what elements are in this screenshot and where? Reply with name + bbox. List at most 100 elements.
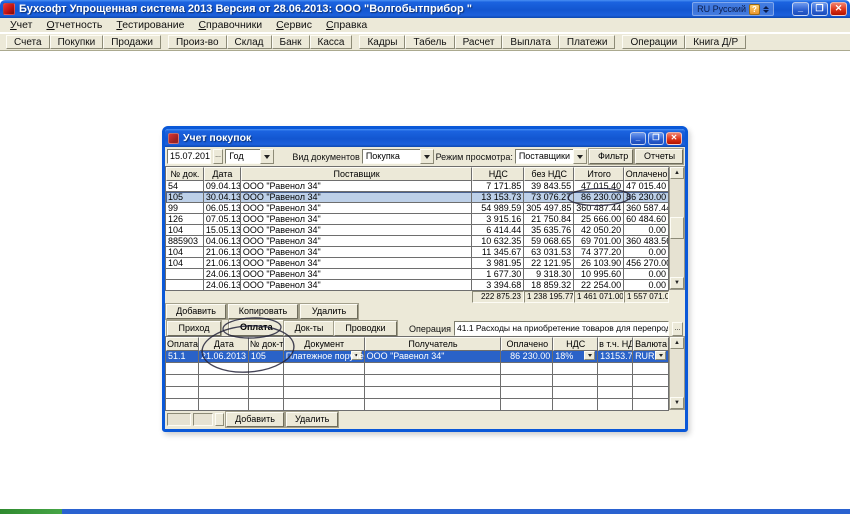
restore-button[interactable]: ❐ [811,2,828,16]
toolbar-kassa[interactable]: Касса [309,35,353,49]
doc-type-label: Вид документов [292,151,360,162]
language-indicator[interactable]: RU Русский [697,4,746,14]
tab-provodki[interactable]: Проводки [334,321,397,336]
scroll-down-icon[interactable]: ▼ [670,277,684,289]
col-pay-date[interactable]: Дата [198,337,249,351]
language-options-icon[interactable] [763,3,769,15]
col-pay-paid[interactable]: Оплачено [501,337,554,351]
toolbar-sklad[interactable]: Склад [226,35,272,49]
view-mode-combobox[interactable]: Поставщики [514,149,588,164]
table-row[interactable]: 24.06.13 ООО "Равенол 34" 3 394.68 18 85… [166,280,670,291]
table-row[interactable]: 885903 04.06.13 ООО "Равенол 34" 10 632.… [166,236,670,247]
col-net[interactable]: без НДС [524,167,575,181]
chevron-down-icon[interactable] [573,149,588,164]
table-row-selected[interactable]: 105 30.04.13 ООО "Равенол 34" 13 153.73 … [166,192,670,203]
payments-header-row: Оплата Дата № док-та Документ Получатель… [166,337,670,351]
toolbar-proizvo[interactable]: Произ-во [167,35,227,49]
child-maximize-button[interactable]: ❐ [648,131,664,145]
chevron-down-icon[interactable] [419,149,434,164]
col-currency[interactable]: Валюта [633,337,670,351]
toolbar-raschet[interactable]: Расчет [454,35,503,49]
date-input[interactable]: 15.07.2013 [167,149,211,164]
menu-servis[interactable]: Сервис [276,19,313,31]
reports-button[interactable]: Отчеты [635,149,684,164]
scroll-up-icon[interactable]: ▲ [670,337,684,349]
start-button[interactable] [0,509,62,514]
delete-button[interactable]: Удалить [300,304,358,319]
toolbar-operatsii[interactable]: Операции [622,35,686,49]
col-incl-vat[interactable]: в т.ч. НДС [598,337,634,351]
toolbar-vyplata[interactable]: Выплата [502,35,559,49]
toolbar-platezhi[interactable]: Платежи [558,35,616,49]
child-minimize-button[interactable]: _ [630,131,646,145]
spacer-button[interactable] [215,413,224,426]
chevron-down-icon[interactable] [584,351,596,360]
main-title: Бухсофт Упрощенная система 2013 Версия о… [19,3,472,15]
col-document[interactable]: Документ [283,337,365,351]
purchases-scrollbar[interactable]: ▲ ▼ [669,166,685,290]
table-row[interactable]: 99 06.05.13 ООО "Равенол 34" 54 989.59 3… [166,203,670,214]
minimize-button[interactable]: _ [792,2,809,16]
toolbar-pokupki[interactable]: Покупки [49,35,104,49]
menu-uchet[interactable]: Учет [10,19,33,31]
menu-spravochniki[interactable]: Справочники [198,19,263,31]
col-paid[interactable]: Оплачено [624,167,669,181]
scroll-down-icon[interactable]: ▼ [670,397,684,409]
tab-prihod[interactable]: Приход [167,321,221,336]
period-combobox[interactable]: Год [225,149,275,164]
col-pay-doc-no[interactable]: № док-та [248,337,284,351]
payment-row-empty[interactable] [166,387,669,399]
child-close-button[interactable]: ✕ [666,131,682,145]
toolbar-scheta[interactable]: Счета [6,35,50,49]
payment-row-empty[interactable] [166,375,669,387]
add-button[interactable]: Добавить [166,304,226,319]
tab-dokty[interactable]: Док-ты [283,321,335,336]
col-doc-no[interactable]: № док. [166,167,204,181]
filter-button[interactable]: Фильтр [589,149,634,164]
toolbar-kniga-dr[interactable]: Книга Д/Р [685,35,747,49]
toolbar-bank[interactable]: Банк [271,35,310,49]
col-vat[interactable]: НДС [472,167,525,181]
payments-table: Оплата Дата № док-та Документ Получатель… [165,336,685,411]
table-row[interactable]: 54 09.04.13 ООО "Равенол 34" 7 171.85 39… [166,181,670,192]
payment-row-empty[interactable] [166,399,669,411]
col-date[interactable]: Дата [203,167,241,181]
scroll-up-icon[interactable]: ▲ [670,167,684,179]
copy-button[interactable]: Копировать [228,304,298,319]
operation-field[interactable]: 41.1 Расходы на приобретение товаров для… [454,321,669,336]
add-payment-button[interactable]: Добавить [226,412,284,427]
chevron-down-icon[interactable] [655,351,666,360]
table-row[interactable]: 104 15.05.13 ООО "Равенол 34" 6 414.44 3… [166,225,670,236]
chevron-down-icon[interactable] [350,351,362,360]
scrollbar-thumb[interactable] [670,217,684,239]
taskbar[interactable] [0,509,850,514]
operation-ellipsis-button[interactable]: ... [672,321,683,336]
toolbar-tabel[interactable]: Табель [405,35,455,49]
toolbar-kadry[interactable]: Кадры [359,35,406,49]
col-payee[interactable]: Получатель [364,337,502,351]
table-row[interactable]: 24.06.13 ООО "Равенол 34" 1 677.30 9 318… [166,269,670,280]
language-bar[interactable]: RU Русский ? [692,2,774,16]
doc-type-combobox[interactable]: Покупка [361,149,434,164]
payments-scrollbar[interactable]: ▲ ▼ [669,336,685,410]
menu-testirovanie[interactable]: Тестирование [116,19,185,31]
payment-row-selected[interactable]: 51.1 21.06.2013 105 Платежное поручен ОО… [166,351,669,363]
delete-payment-button[interactable]: Удалить [286,412,338,427]
language-help-icon[interactable]: ? [749,3,760,15]
col-total[interactable]: Итого [574,167,625,181]
col-supplier[interactable]: Поставщик [240,167,473,181]
chevron-down-icon[interactable] [260,149,275,164]
payment-row-empty[interactable] [166,363,669,375]
col-payment[interactable]: Оплата [166,337,199,351]
toolbar-prodazhi[interactable]: Продажи [103,35,161,49]
menu-otchetnost[interactable]: Отчетность [46,19,103,31]
date-ellipsis-button[interactable]: ... [212,149,224,164]
table-row[interactable]: 104 21.06.13 ООО "Равенол 34" 3 981.95 2… [166,258,670,269]
menu-spravka[interactable]: Справка [326,19,368,31]
col-pay-vat[interactable]: НДС [553,337,599,351]
table-row[interactable]: 104 21.06.13 ООО "Равенол 34" 11 345.67 … [166,247,670,258]
tab-oplata[interactable]: Оплата [229,320,284,336]
table-row[interactable]: 126 07.05.13 ООО "Равенол 34" 3 915.16 2… [166,214,670,225]
close-button[interactable]: ✕ [830,2,847,16]
